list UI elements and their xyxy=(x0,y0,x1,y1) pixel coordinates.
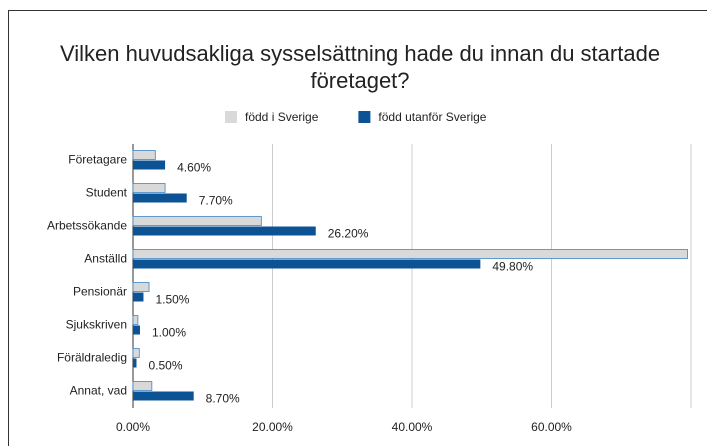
bar xyxy=(132,150,156,160)
y-tick-label: Anställd xyxy=(84,252,127,266)
data-label: 49.80% xyxy=(492,260,533,274)
x-tick-label: 40.00% xyxy=(392,420,433,434)
bar xyxy=(132,381,153,391)
bar xyxy=(133,292,144,302)
bar xyxy=(133,160,166,170)
data-label: 26.20% xyxy=(328,227,369,241)
x-tick-label: 60.00% xyxy=(531,420,572,434)
data-label: 4.60% xyxy=(177,161,211,175)
bar xyxy=(133,226,316,236)
bar xyxy=(132,183,166,193)
y-tick-label: Student xyxy=(86,186,128,200)
legend-label: född utanför Sverige xyxy=(378,110,486,124)
bar xyxy=(133,193,187,203)
y-tick-label: Sjukskriven xyxy=(66,318,127,332)
y-tick-label: Företagare xyxy=(68,153,127,167)
data-label: 7.70% xyxy=(199,194,233,208)
y-tick-label: Pensionär xyxy=(73,285,127,299)
frame xyxy=(8,10,707,446)
bar xyxy=(133,358,137,368)
y-tick-label: Föräldraledig xyxy=(57,351,127,365)
bar xyxy=(133,391,194,401)
data-label: 0.50% xyxy=(148,359,182,373)
chart-title: Vilken huvudsakliga sysselsättning hade … xyxy=(59,41,661,93)
bar xyxy=(132,282,150,292)
legend-label: född i Sverige xyxy=(245,110,319,124)
x-tick-label: 20.00% xyxy=(252,420,293,434)
bar xyxy=(132,216,262,226)
bar xyxy=(133,259,481,269)
legend-swatch xyxy=(358,111,371,123)
y-tick-label: Annat, vad xyxy=(70,384,127,398)
data-label: 1.00% xyxy=(152,326,186,340)
data-label: 1.50% xyxy=(155,293,189,307)
bar xyxy=(132,315,139,325)
legend-swatch xyxy=(225,111,237,123)
x-tick-label: 0.00% xyxy=(116,420,150,434)
bar xyxy=(132,348,140,358)
bar xyxy=(132,249,688,259)
bar xyxy=(133,325,140,335)
data-label: 8.70% xyxy=(206,392,240,406)
y-tick-label: Arbetssökande xyxy=(47,219,127,233)
